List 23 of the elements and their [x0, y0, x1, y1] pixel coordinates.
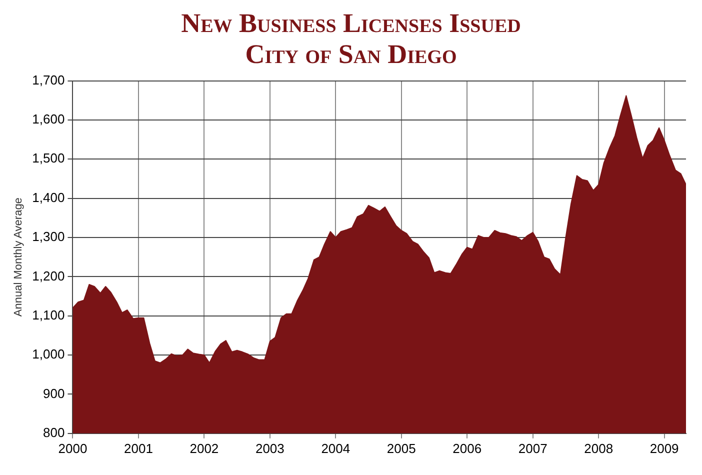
x-tick-label: 2008	[584, 440, 614, 456]
y-tick-label: 1,500	[32, 150, 65, 166]
y-tick-label: 1,200	[32, 268, 65, 284]
y-tick-label: 1,000	[32, 346, 65, 362]
y-tick-label: 1,600	[32, 112, 65, 127]
y-tick-label: 1,400	[32, 190, 65, 205]
y-tick-label: 900	[43, 386, 65, 401]
x-tick-label: 2007	[518, 440, 548, 456]
chart-subtitle: City of San Diego	[244, 39, 458, 70]
y-axis-title: Annual Monthly Average	[12, 198, 25, 317]
x-tick-label: 2009	[650, 440, 679, 456]
y-tick-label: 1,300	[32, 229, 65, 244]
x-tick-label: 2000	[58, 440, 88, 456]
y-tick-label: 800	[43, 424, 65, 440]
y-tick-label: 1,700	[32, 72, 65, 88]
x-tick-label: 2002	[190, 440, 219, 456]
x-tick-label: 2006	[452, 440, 482, 456]
x-tick-label: 2001	[124, 440, 153, 456]
y-tick-label: 1,100	[32, 307, 65, 322]
x-tick-label: 2004	[321, 440, 350, 456]
x-tick-label: 2005	[386, 440, 416, 456]
x-tick-label: 2003	[255, 440, 284, 456]
chart-title: New Business Licenses Issued	[180, 8, 522, 39]
